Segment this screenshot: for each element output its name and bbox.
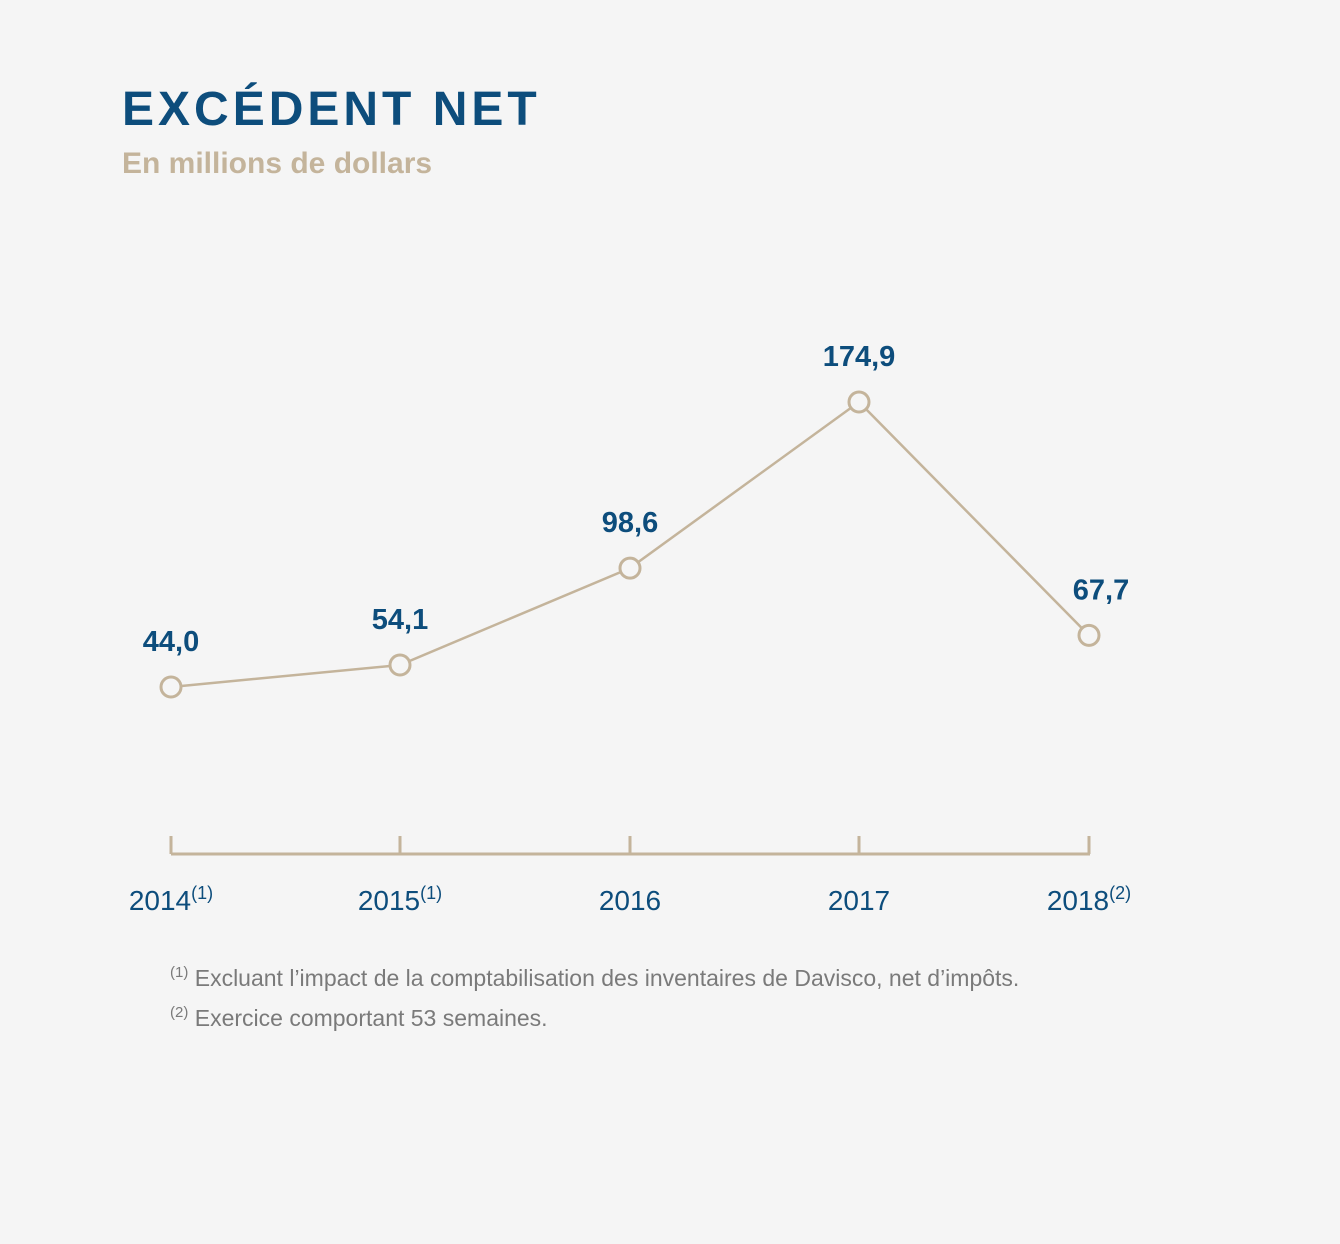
series-line xyxy=(170,400,1090,689)
data-value-label: 44,0 xyxy=(143,626,199,658)
data-point-marker xyxy=(388,653,412,677)
footnote-text: Exercice comportant 53 semaines. xyxy=(194,1005,548,1031)
data-point-marker xyxy=(847,390,871,414)
chart-subtitle: En millions de dollars xyxy=(122,147,433,180)
x-tick-label: 2016 xyxy=(599,885,661,916)
chart-title: EXCÉDENT NET xyxy=(122,83,541,136)
footnote-marker: (1) xyxy=(170,964,189,981)
footnote-1: (1) Excluant l’impact de la comptabilisa… xyxy=(170,958,1019,998)
footnote-text: Excluant l’impact de la comptabilisation… xyxy=(194,965,1020,991)
x-tick-label: 2015(1) xyxy=(358,883,442,916)
data-value-label: 174,9 xyxy=(823,341,896,373)
data-value-label: 67,7 xyxy=(1073,574,1129,606)
footnote-marker: (2) xyxy=(170,1004,189,1021)
data-point-marker xyxy=(159,675,183,699)
data-value-label: 98,6 xyxy=(602,507,658,539)
x-tick-label: 2018(2) xyxy=(1047,883,1131,916)
x-tick-label: 2014(1) xyxy=(129,883,213,916)
x-tick-label: 2017 xyxy=(828,885,890,916)
footnote-2: (2) Exercice comportant 53 semaines. xyxy=(170,998,1019,1038)
footnotes: (1) Excluant l’impact de la comptabilisa… xyxy=(170,958,1019,1038)
data-value-label: 54,1 xyxy=(372,604,428,636)
data-point-marker xyxy=(1077,623,1101,647)
data-point-marker xyxy=(618,556,642,580)
